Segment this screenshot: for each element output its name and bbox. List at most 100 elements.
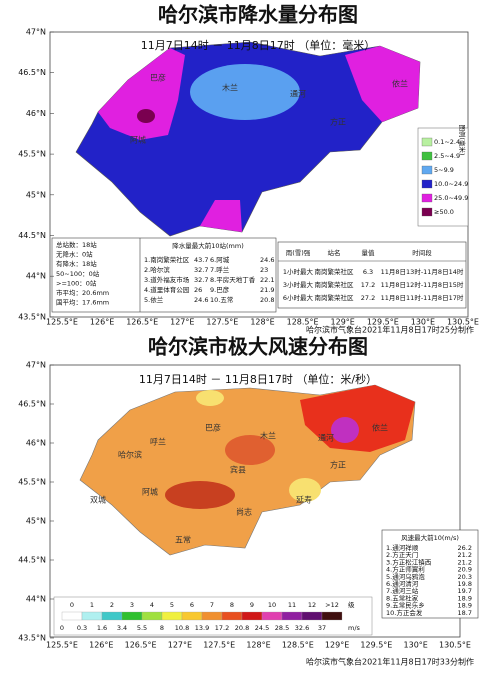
scale-level: 7 <box>210 601 214 609</box>
place-label: 木兰 <box>222 83 238 93</box>
scale-level: 0 <box>70 601 74 609</box>
station-value: 18.7 <box>458 609 472 617</box>
station-name: 10.五常 <box>210 295 233 304</box>
place-label: 通河 <box>318 433 334 443</box>
scale-unit: 级 <box>348 600 355 609</box>
place-label: 五常 <box>175 536 191 545</box>
stat-line: 市平均：20.6mm <box>56 288 109 297</box>
lon-label: 130.5°E <box>439 641 471 650</box>
legend-swatch <box>421 151 433 161</box>
table-title: 降水量最大前10站(mm) <box>172 241 244 250</box>
precip-map: 木兰 通河 依兰 巴彦 阿城 方正 哈尔滨市降水量分布图 11月7日14时 － … <box>49 3 474 335</box>
lon-label: 126.5°E <box>125 641 157 650</box>
scale-swatch <box>161 611 183 621</box>
scale-swatch <box>221 611 243 621</box>
legend-swatch <box>421 137 433 147</box>
scale-level: >12 <box>325 601 339 609</box>
table-header: 时间段 <box>412 248 432 257</box>
stat-line: >=100：0站 <box>56 278 97 287</box>
station-value: 32.7 <box>194 276 208 284</box>
place-label: 哈尔滨 <box>118 450 142 460</box>
region-rain-25-50 <box>200 200 242 232</box>
place-label: 巴彦 <box>150 73 166 83</box>
lat-label: 45.5°N <box>18 150 46 159</box>
wind-region-max <box>331 417 359 443</box>
station-name: 3.道外福友市场 <box>144 275 190 284</box>
station-value: 20.9 <box>458 566 472 574</box>
scale-level: 2 <box>110 601 114 609</box>
legend-title: 图例(毫米) <box>458 124 467 155</box>
place-label: 呼兰 <box>150 437 166 447</box>
wind-region-strong <box>165 481 235 509</box>
station-value: 18.9 <box>458 594 472 602</box>
scale-swatch <box>321 611 343 621</box>
lon-label: 127.5°E <box>203 641 235 650</box>
table-cell: 南岗繁荣社区 <box>315 280 355 289</box>
station-name: 9.巴彦 <box>210 285 230 294</box>
lat-label: 44.5°N <box>18 556 46 565</box>
scale-swatch <box>181 611 203 621</box>
station-value: 26 <box>194 286 202 294</box>
lon-label: 130°E <box>411 318 435 327</box>
table-title: 风速最大前10(m/s) <box>401 533 459 542</box>
station-value: 21.9 <box>260 286 274 294</box>
station-name: 8.五常杜家 <box>386 593 419 602</box>
lon-label: 128.5°E <box>282 641 314 650</box>
place-label: 宾县 <box>230 465 246 475</box>
station-value: 26.2 <box>458 544 472 552</box>
lat-label: 45.5°N <box>18 478 46 487</box>
legend-swatch <box>421 193 433 203</box>
region-rain-5-10 <box>190 64 300 120</box>
scale-speed: 28.5 <box>275 624 289 632</box>
lon-label: 127.5°E <box>206 318 238 327</box>
lat-label: 47°N <box>26 28 46 37</box>
lat-label: 43.5°N <box>18 312 46 321</box>
station-name: 3.方正松江镇西 <box>386 557 432 566</box>
lon-label: 129°E <box>331 318 355 327</box>
scale-speed: 20.8 <box>235 624 249 632</box>
lon-label: 125.5°E <box>46 641 78 650</box>
station-name: 6.阿城 <box>210 255 230 264</box>
table-cell: 3小时最大 <box>283 280 314 289</box>
scale-unit: m/s <box>348 624 361 632</box>
station-name: 7.呼兰 <box>210 265 230 274</box>
scale-speed: 1.6 <box>97 624 107 632</box>
place-label: 方正 <box>330 460 346 470</box>
place-label: 阿城 <box>130 136 146 145</box>
station-name: 2.方正天门 <box>386 550 418 559</box>
station-value: 19.8 <box>458 580 472 588</box>
lat-label: 45°N <box>26 517 46 526</box>
lat-label: 45°N <box>26 190 46 199</box>
lat-label: 43.5°N <box>18 634 46 643</box>
station-value: 21.2 <box>458 558 472 566</box>
scale-speed: 37 <box>318 624 326 632</box>
region-rain-25-50 <box>345 46 420 122</box>
map-title: 哈尔滨市降水量分布图 <box>158 3 358 27</box>
lat-label: 44°N <box>26 595 46 604</box>
place-label: 尚志 <box>236 507 252 517</box>
stat-line: 无降水：0站 <box>56 250 93 259</box>
wind-region-strong <box>225 435 275 465</box>
region-rain-25-50 <box>98 48 185 140</box>
scale-speed: 10.8 <box>175 624 189 632</box>
table-cell: 27.2 <box>361 294 375 302</box>
lon-label: 126°E <box>89 641 113 650</box>
intensity-table <box>277 241 467 309</box>
lon-label: 129.5°E <box>360 641 392 650</box>
legend-swatch <box>421 165 433 175</box>
station-name: 2.哈尔滨 <box>144 265 170 274</box>
table-cell: 17.2 <box>361 281 375 289</box>
place-label: 延寿 <box>296 495 312 505</box>
lon-label: 129°E <box>325 641 349 650</box>
scale-swatch <box>261 611 283 621</box>
lat-label: 47°N <box>26 361 46 370</box>
scale-level: 10 <box>268 601 276 609</box>
station-value: 20.3 <box>458 573 472 581</box>
lat-label: 46.5°N <box>18 68 46 77</box>
scale-speed: 17.2 <box>215 624 229 632</box>
scale-swatch <box>241 611 263 621</box>
place-label: 双城 <box>90 496 106 505</box>
table-cell: 11月8日13时-11月8日14时 <box>381 267 464 276</box>
map-subtitle: 11月7日14时 － 11月8日17时 （单位：米/秒） <box>139 372 377 386</box>
credit: 哈尔滨市气象台2021年11月8日17时25分制作 <box>306 325 474 335</box>
